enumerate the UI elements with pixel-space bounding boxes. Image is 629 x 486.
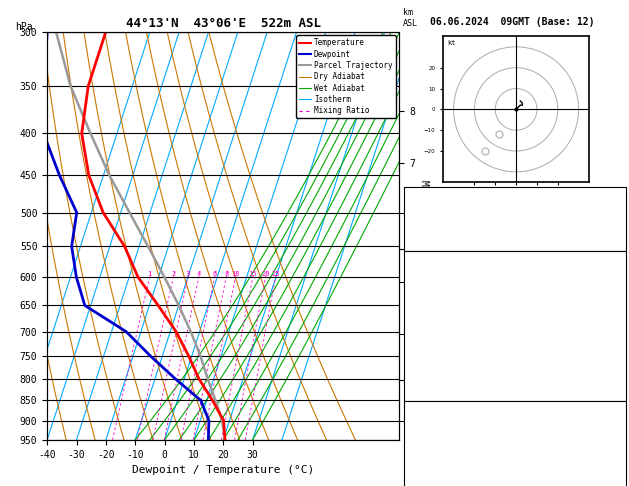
Text: 3: 3: [186, 271, 190, 277]
Text: Surface: Surface: [496, 254, 534, 263]
Text: 20: 20: [261, 271, 270, 277]
Text: 431: 431: [604, 382, 621, 391]
Text: K: K: [409, 190, 415, 199]
Text: Dewp (°C): Dewp (°C): [409, 296, 458, 306]
Text: 25: 25: [271, 271, 280, 277]
Text: 1: 1: [147, 271, 152, 277]
Text: 26: 26: [610, 190, 621, 199]
Text: 1: 1: [615, 468, 621, 477]
Text: 46: 46: [610, 211, 621, 220]
Text: © weatheronline.co.uk: © weatheronline.co.uk: [460, 468, 565, 477]
Text: θᵉ (K): θᵉ (K): [409, 446, 442, 455]
Text: Lifted Index: Lifted Index: [409, 339, 474, 348]
Text: Lifted Index: Lifted Index: [409, 468, 474, 477]
Text: Pressure (mb): Pressure (mb): [409, 425, 479, 434]
Text: hPa: hPa: [16, 21, 33, 32]
Text: 4: 4: [197, 271, 201, 277]
Text: PW (cm): PW (cm): [409, 232, 447, 242]
Text: km
ASL: km ASL: [403, 8, 418, 28]
Text: LCL: LCL: [403, 405, 418, 415]
Text: 15: 15: [248, 271, 257, 277]
Text: Most Unstable: Most Unstable: [480, 403, 550, 413]
Text: 1: 1: [615, 339, 621, 348]
Text: 2: 2: [171, 271, 175, 277]
Text: 900: 900: [604, 425, 621, 434]
Text: CIN (J): CIN (J): [409, 382, 447, 391]
Text: Temp (°C): Temp (°C): [409, 275, 458, 284]
Text: 330: 330: [604, 318, 621, 327]
Text: 10: 10: [231, 271, 240, 277]
Text: kt: kt: [447, 40, 456, 46]
Text: 20.6: 20.6: [599, 275, 621, 284]
Text: 2.16: 2.16: [599, 232, 621, 242]
Text: Totals Totals: Totals Totals: [409, 211, 479, 220]
Y-axis label: Mixing Ratio (g/kg): Mixing Ratio (g/kg): [419, 180, 429, 292]
Text: 331: 331: [604, 446, 621, 455]
X-axis label: Dewpoint / Temperature (°C): Dewpoint / Temperature (°C): [132, 465, 314, 475]
Title: 44°13'N  43°06'E  522m ASL: 44°13'N 43°06'E 522m ASL: [126, 17, 321, 31]
Text: θᵉ(K): θᵉ(K): [409, 318, 437, 327]
Text: 6: 6: [213, 271, 217, 277]
Text: 06.06.2024  09GMT (Base: 12): 06.06.2024 09GMT (Base: 12): [430, 17, 595, 27]
Text: 8: 8: [224, 271, 228, 277]
Text: CAPE (J): CAPE (J): [409, 361, 452, 370]
Text: 2: 2: [615, 361, 621, 370]
Legend: Temperature, Dewpoint, Parcel Trajectory, Dry Adiabat, Wet Adiabat, Isotherm, Mi: Temperature, Dewpoint, Parcel Trajectory…: [296, 35, 396, 118]
Text: 14.9: 14.9: [599, 296, 621, 306]
